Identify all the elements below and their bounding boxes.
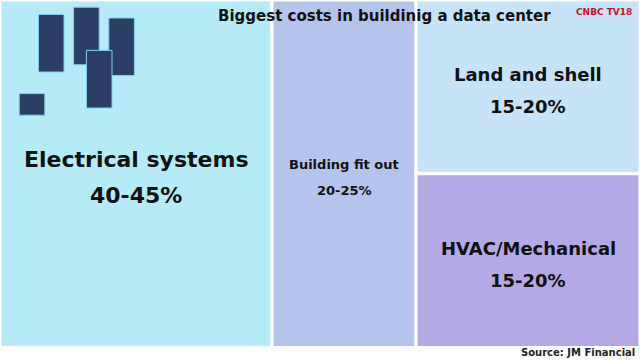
svg-text:15-20%: 15-20% [490, 270, 566, 291]
svg-text:20-25%: 20-25% [317, 183, 372, 198]
svg-text:Biggest costs in buildinig a d: Biggest costs in buildinig a data center [218, 7, 551, 25]
svg-text:Land and shell: Land and shell [454, 64, 602, 85]
svg-text:Building fit out: Building fit out [289, 157, 399, 172]
svg-text:15-20%: 15-20% [490, 96, 566, 117]
svg-text:40-45%: 40-45% [90, 183, 182, 208]
svg-text:CNBC TV18: CNBC TV18 [576, 7, 632, 17]
svg-text:HVAC/Mechanical: HVAC/Mechanical [441, 238, 616, 259]
svg-text:Electrical systems: Electrical systems [24, 147, 249, 172]
svg-text:Source: JM Financial: Source: JM Financial [521, 347, 635, 358]
